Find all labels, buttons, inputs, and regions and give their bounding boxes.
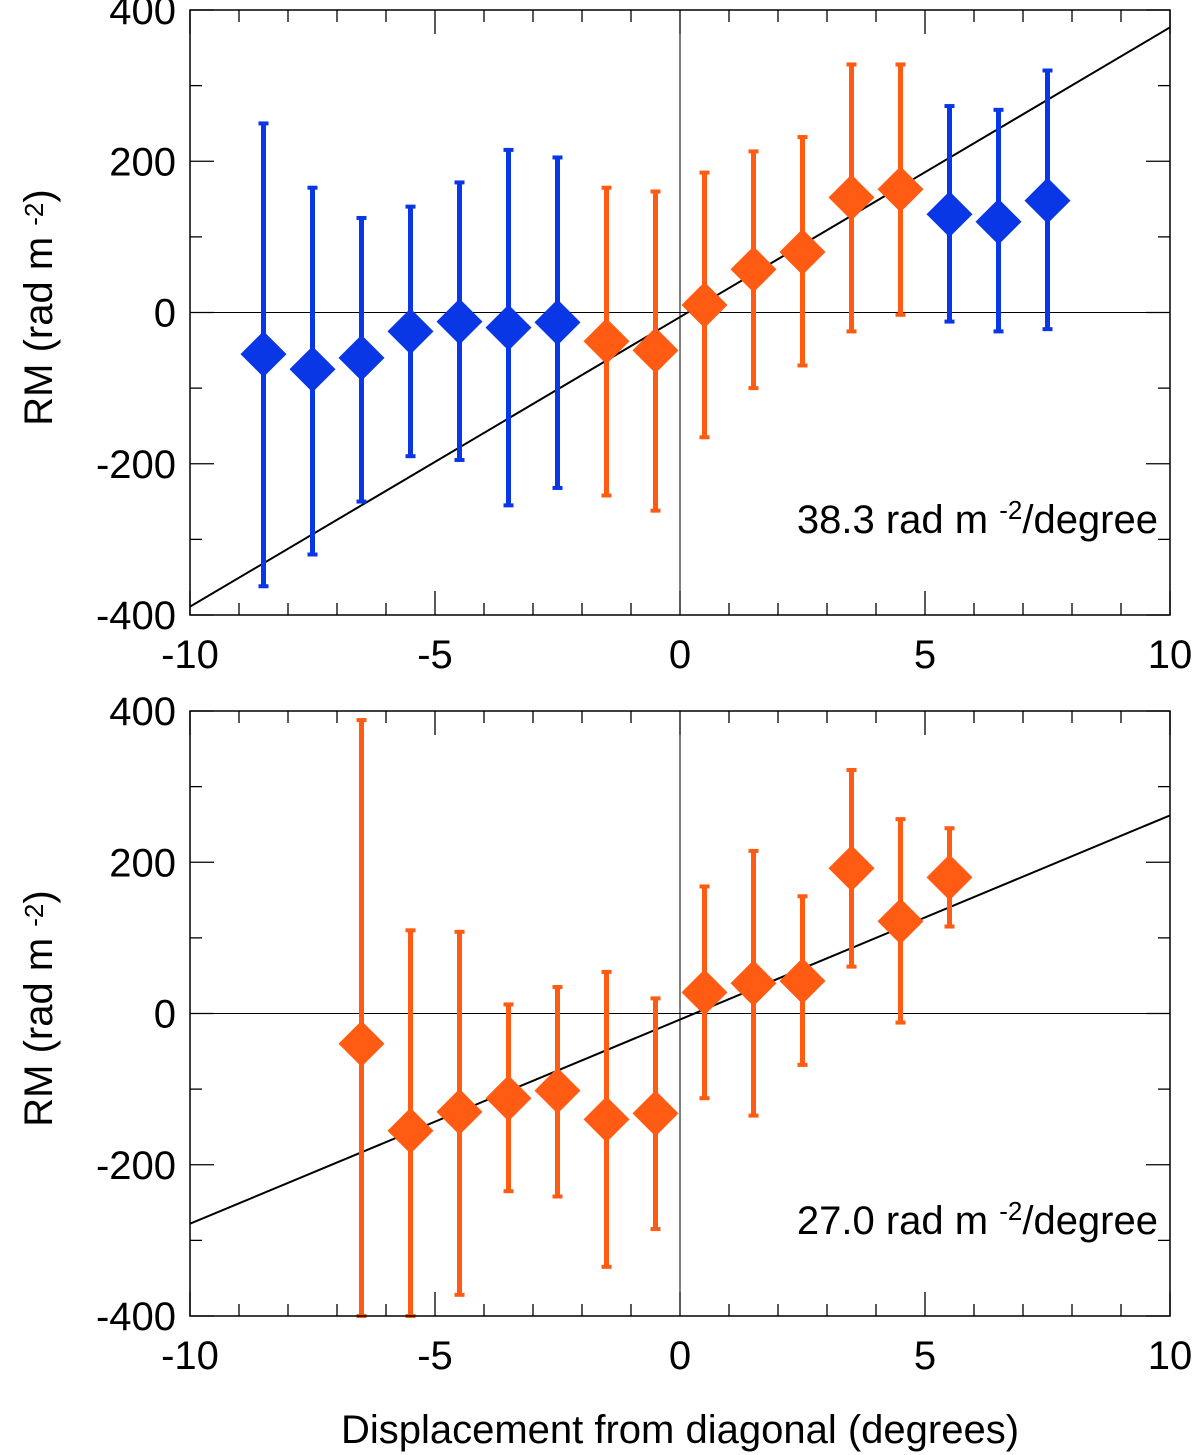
data-point bbox=[289, 346, 336, 393]
chart-panel-1: -10 -5 0 5 10 -400 -200 0 200 400 RM (rad m -2) 38.… bbox=[17, 0, 1192, 677]
y-axis-title-close: ) bbox=[17, 189, 61, 202]
y-tick-label: 200 bbox=[109, 140, 176, 184]
slope-value: 27.0 bbox=[797, 1199, 886, 1243]
data-point bbox=[681, 969, 728, 1016]
slope-unit-main: rad m bbox=[886, 498, 999, 542]
fit-line bbox=[190, 26, 1170, 608]
data-point bbox=[779, 229, 826, 275]
x-tick-label: 0 bbox=[669, 633, 691, 677]
data-point bbox=[240, 331, 287, 378]
data-point bbox=[387, 308, 434, 355]
data-point bbox=[485, 304, 532, 351]
x-tick-label: -5 bbox=[417, 633, 453, 677]
data-point bbox=[779, 957, 826, 1004]
data-point bbox=[583, 1096, 630, 1143]
data-point bbox=[926, 191, 973, 238]
y-tick-label: 0 bbox=[154, 292, 176, 336]
y-tick-label: 200 bbox=[109, 841, 176, 885]
slope-unit-sup: -2 bbox=[999, 1196, 1022, 1226]
y-axis-title-main: RM (rad m bbox=[17, 226, 61, 426]
data-point bbox=[877, 898, 924, 945]
data-point bbox=[436, 298, 483, 345]
data-point bbox=[436, 1088, 483, 1135]
slope-annotation: 38.3 rad m -2/degree bbox=[797, 495, 1158, 542]
data-point bbox=[681, 281, 728, 328]
data-point bbox=[583, 318, 630, 365]
slope-unit-main: rad m bbox=[886, 1199, 999, 1243]
slope-value: 38.3 bbox=[797, 498, 886, 542]
x-tick-label: -10 bbox=[161, 1334, 219, 1378]
x-tick-label: -10 bbox=[161, 633, 219, 677]
y-tick-label: -200 bbox=[96, 443, 176, 487]
x-tick-label: 10 bbox=[1148, 1334, 1193, 1378]
x-tick-label: 10 bbox=[1148, 633, 1193, 677]
slope-unit-sup: -2 bbox=[999, 495, 1022, 525]
data-point bbox=[485, 1075, 532, 1122]
y-tick-label: -400 bbox=[96, 1295, 176, 1339]
y-axis-title-sup: -2 bbox=[19, 203, 49, 226]
data-point bbox=[730, 960, 777, 1007]
y-axis-title-main: RM (rad m bbox=[17, 927, 61, 1127]
data-point bbox=[534, 299, 581, 346]
data-point bbox=[1024, 177, 1071, 224]
data-point bbox=[632, 327, 679, 374]
data-point bbox=[828, 845, 875, 892]
slope-unit-tail: /degree bbox=[1022, 1199, 1158, 1243]
x-axis-title: Displacement from diagonal (degrees) bbox=[341, 1408, 1019, 1452]
y-tick-label: -200 bbox=[96, 1144, 176, 1188]
data-point bbox=[387, 1107, 434, 1154]
x-tick-label: -5 bbox=[417, 1334, 453, 1378]
data-point bbox=[828, 174, 875, 221]
chart-panel-2: -10 -5 0 5 10 -400 -200 0 200 400 RM (rad m -2) 27.… bbox=[17, 690, 1192, 1378]
y-tick-label: -400 bbox=[96, 594, 176, 638]
slope-unit-tail: /degree bbox=[1022, 498, 1158, 542]
data-point bbox=[632, 1090, 679, 1137]
data-point bbox=[338, 334, 385, 381]
x-tick-label: 5 bbox=[914, 1334, 936, 1378]
data-point bbox=[338, 1020, 385, 1067]
data-point bbox=[534, 1067, 581, 1114]
y-axis-title: RM (rad m -2) bbox=[17, 890, 61, 1126]
y-tick-label: 0 bbox=[154, 993, 176, 1037]
y-axis-title: RM (rad m -2) bbox=[17, 189, 61, 425]
data-point bbox=[877, 166, 924, 213]
x-tick-label: 0 bbox=[669, 1334, 691, 1378]
y-tick-label: 400 bbox=[109, 690, 176, 734]
data-point bbox=[926, 854, 973, 901]
data-point bbox=[730, 246, 777, 293]
y-axis-title-close: ) bbox=[17, 890, 61, 903]
y-tick-label: 400 bbox=[109, 0, 176, 33]
fit-line bbox=[190, 814, 1170, 1225]
y-axis-title-sup: -2 bbox=[19, 904, 49, 927]
x-tick-label: 5 bbox=[914, 633, 936, 677]
slope-annotation: 27.0 rad m -2/degree bbox=[797, 1196, 1158, 1243]
data-point bbox=[975, 198, 1022, 245]
